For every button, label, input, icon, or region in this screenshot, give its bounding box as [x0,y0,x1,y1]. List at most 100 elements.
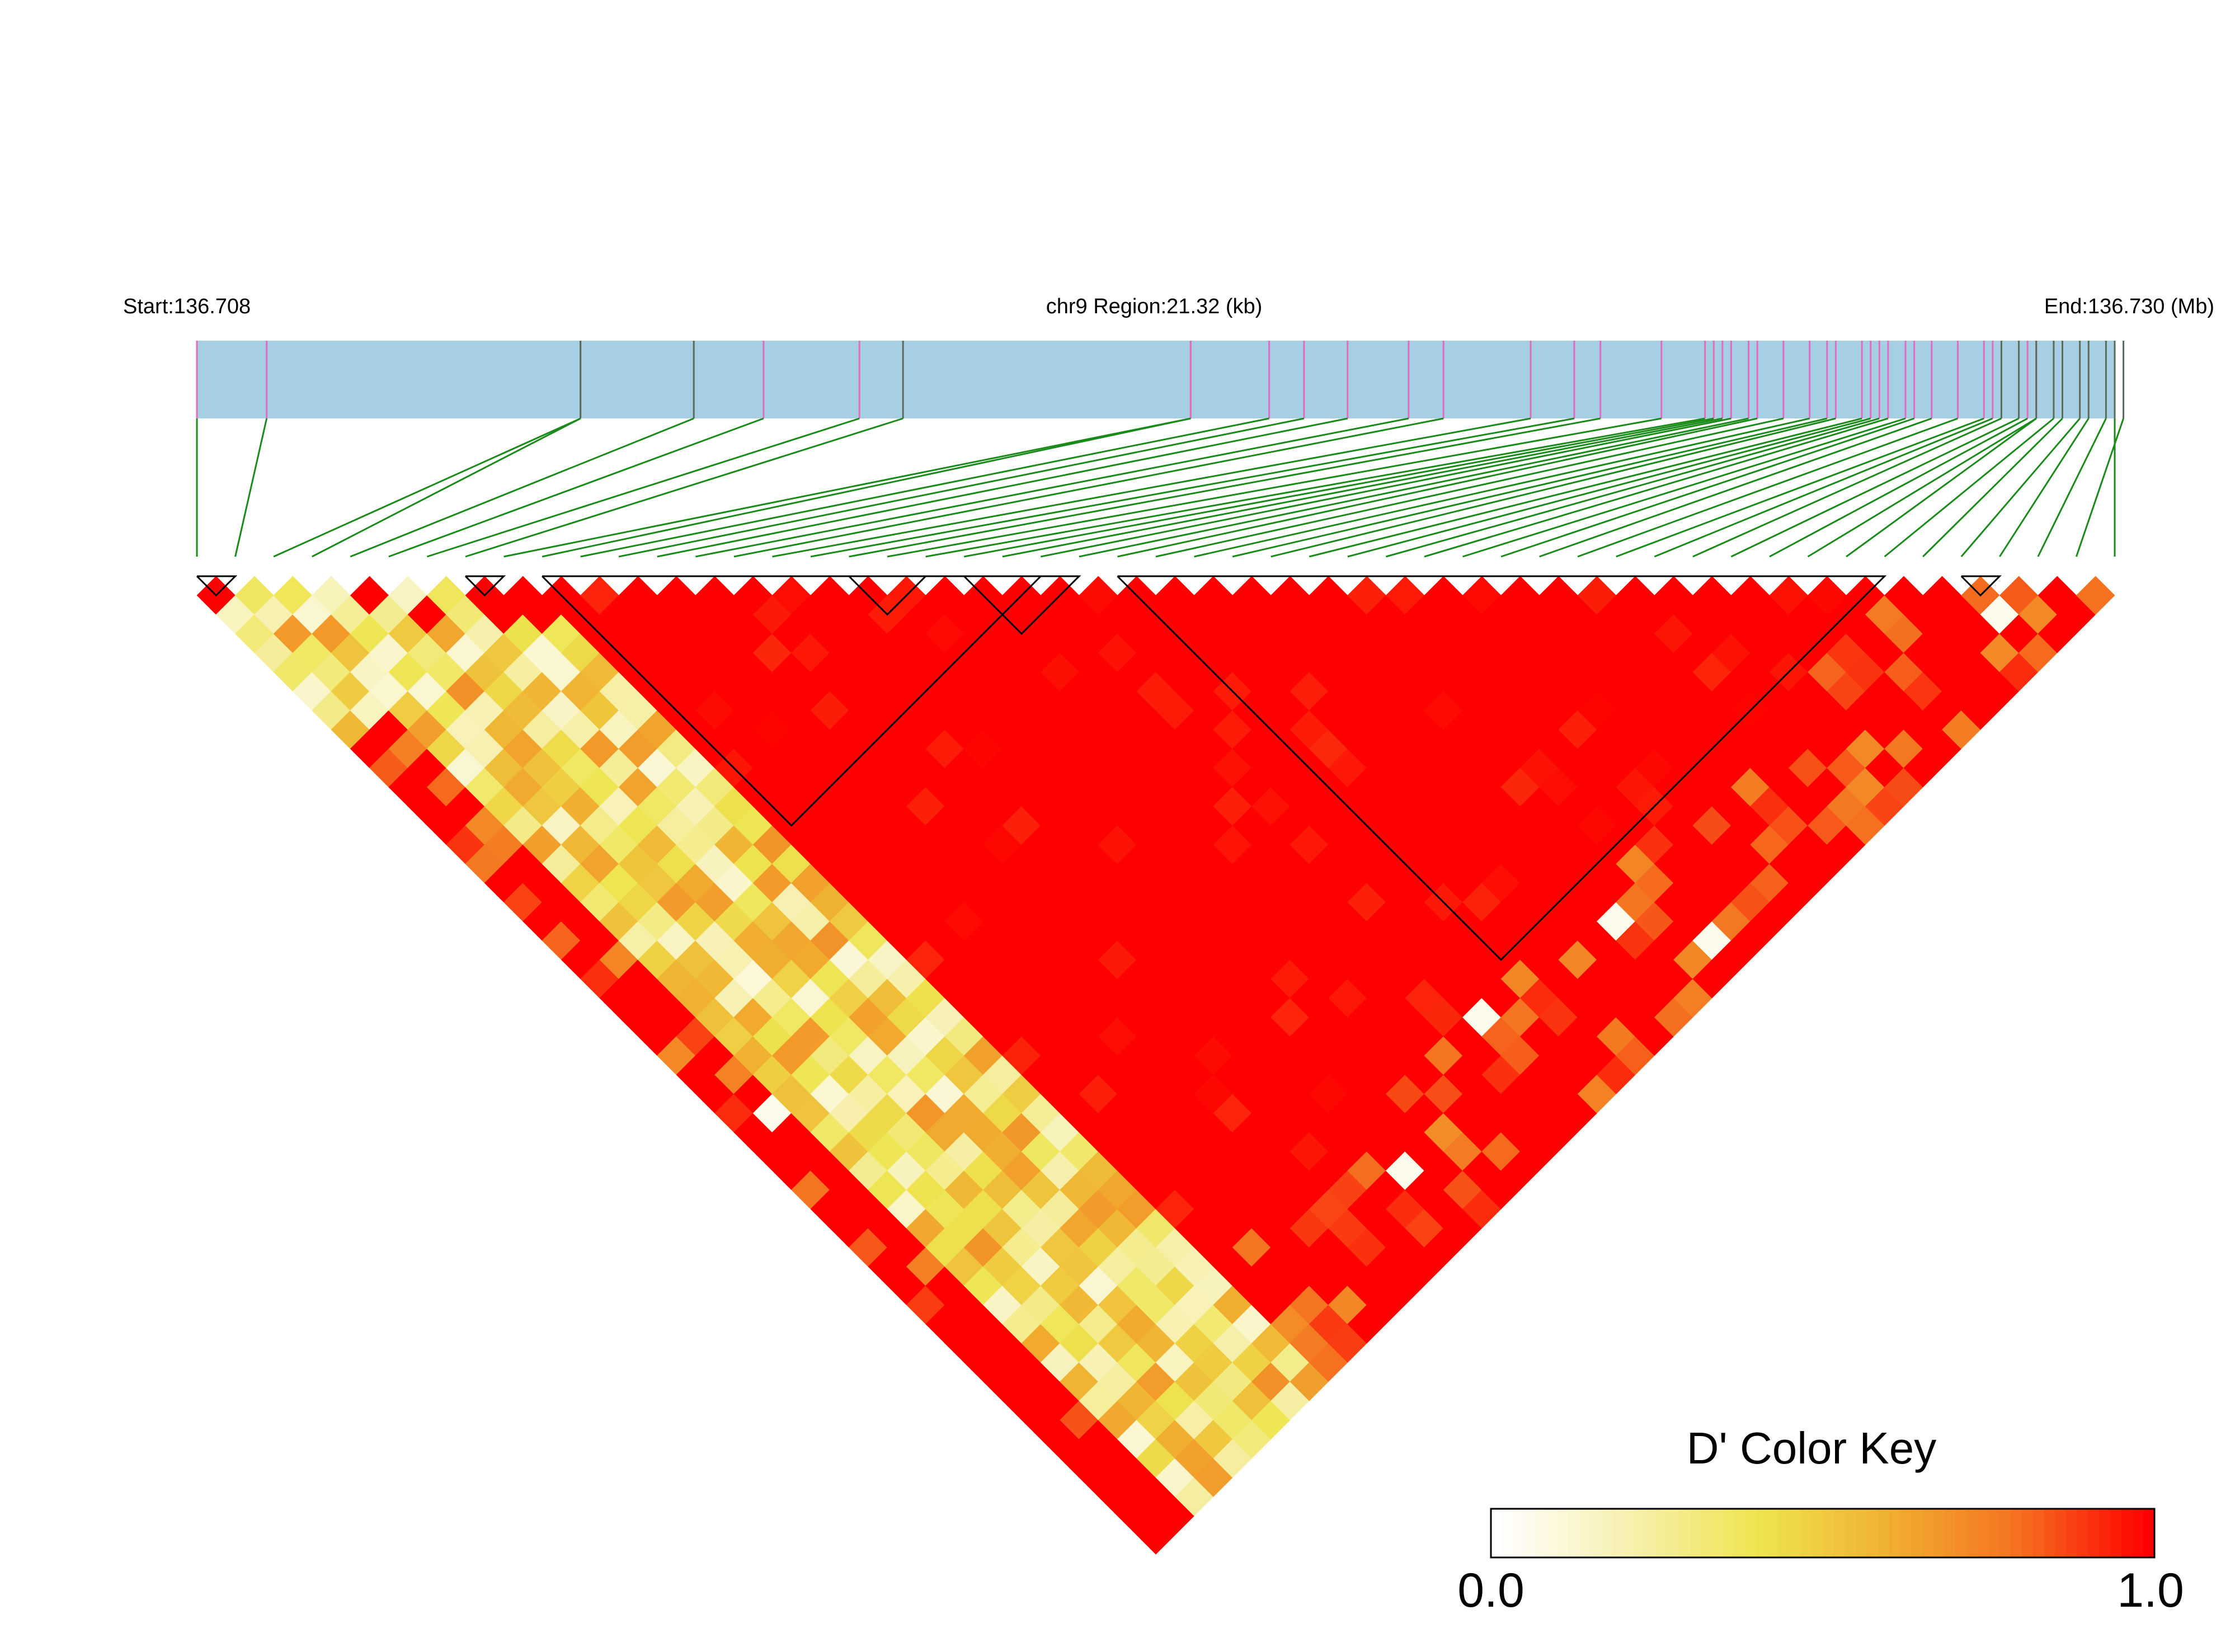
color-key-segment [1601,1509,1613,1557]
color-key-segment [2011,1509,2022,1557]
snp-connector [1232,417,1828,558]
color-key-segment [1590,1509,1602,1557]
color-key-segment [1668,1509,1680,1557]
haplotype-block [464,575,506,597]
snp-connector [1692,417,2002,558]
color-key-segment [1800,1509,1813,1557]
color-key-segment [2077,1509,2089,1557]
color-key-segment [2099,1509,2111,1557]
color-key-segment [1679,1509,1691,1557]
color-key-gradient-bar [1490,1508,2156,1559]
color-key-segment [1557,1509,1569,1557]
snp-connector [1577,417,1959,558]
color-key-segment [1778,1509,1790,1557]
snp-connector [1424,417,1889,558]
color-key-title: D' Color Key [1687,1423,1937,1473]
color-key-segment [1823,1509,1834,1557]
snp-connector [1194,417,1810,558]
snp-connector [273,417,581,558]
start-label: Start:136.708 [123,295,251,318]
snp-connector [1271,417,1836,558]
snp-connector [1309,417,1862,558]
color-key-segment [1734,1509,1746,1557]
snp-connector [1500,417,1915,558]
color-key-segment [1612,1509,1625,1557]
snp-connector [580,417,1269,558]
snp-connector [2076,418,2125,557]
color-key-segment [1645,1509,1658,1557]
snp-connector [1769,417,2028,558]
color-key-segment [2132,1509,2144,1557]
color-key-segment [1856,1509,1868,1557]
color-key-segment [1845,1509,1857,1557]
color-key-segment [1634,1509,1646,1557]
haplotype-block-outlines [196,575,2002,961]
snp-connector [618,417,1305,558]
snp-connector [810,417,1575,558]
snp-connector [1539,417,1932,558]
snp-connector [1999,418,2090,557]
snp-connector [1041,417,1731,558]
color-key-frame [1490,1508,2156,1559]
snp-connector [388,417,764,558]
color-key-segment [1701,1509,1713,1557]
color-key-max-label: 1.0 [2117,1564,2184,1617]
color-key-segment [1789,1509,1801,1557]
color-key-segment [1966,1509,1978,1557]
ld-cell [2076,576,2115,615]
snp-connector [1347,417,1871,558]
snp-connector [963,417,1714,558]
color-key-segment [1712,1509,1724,1557]
color-key-segment [1502,1509,1514,1557]
snp-connector [1155,417,1784,558]
color-key-segment [2021,1509,2034,1557]
haplotype-block [196,575,238,597]
color-key-segment [1878,1509,1890,1557]
snp-connector [542,417,1191,558]
snp-position-track [196,341,2125,418]
color-key-segment [1491,1509,1503,1557]
color-key-segment [1624,1509,1635,1557]
color-key-segment [1579,1509,1591,1557]
color-key-segment [1546,1509,1558,1557]
color-key-min-label: 0.0 [1457,1564,1524,1617]
color-key-segment [1955,1509,1967,1557]
region-label: chr9 Region:21.32 (kb) [1046,295,1263,318]
color-key-segment [1535,1509,1547,1557]
haplotype-block [963,575,1081,635]
color-key-segment [1922,1509,1934,1557]
snp-connector [311,417,581,558]
color-key-segment [2065,1509,2078,1557]
snp-connector [925,417,1705,558]
color-key-segment [1767,1509,1779,1557]
color-key-segment [1833,1509,1846,1557]
color-key-segment [1889,1509,1901,1557]
color-key-segment [1999,1509,2012,1557]
snp-connector [1385,417,1880,558]
color-key-segment [2055,1509,2067,1557]
snp-connector [350,417,694,558]
snp-connector [1002,417,1723,558]
snp-connector [2037,418,2107,557]
color-key-segment [1811,1509,1823,1557]
haplotype-block [541,575,1043,827]
snp-connector [657,417,1348,558]
color-key: D' Color Key 0.0 1.0 [1457,1423,2184,1617]
snp-connector [1846,417,2037,558]
snp-connector [234,418,268,557]
color-key-segment [1988,1509,2001,1557]
color-key-segment [1723,1509,1735,1557]
color-key-segment [1690,1509,1702,1557]
color-key-segment [1977,1509,1989,1557]
color-key-segment [2143,1509,2155,1557]
snp-connector [465,417,904,558]
ld-heatmap-triangle [196,576,2115,1555]
snp-connector [504,417,1191,558]
snp-connector [772,417,1531,558]
color-key-segment [2110,1509,2122,1557]
snp-connector [1654,417,1993,558]
snp-connector [733,417,1444,558]
color-key-segment [1867,1509,1879,1557]
snp-connector [1462,417,1906,558]
